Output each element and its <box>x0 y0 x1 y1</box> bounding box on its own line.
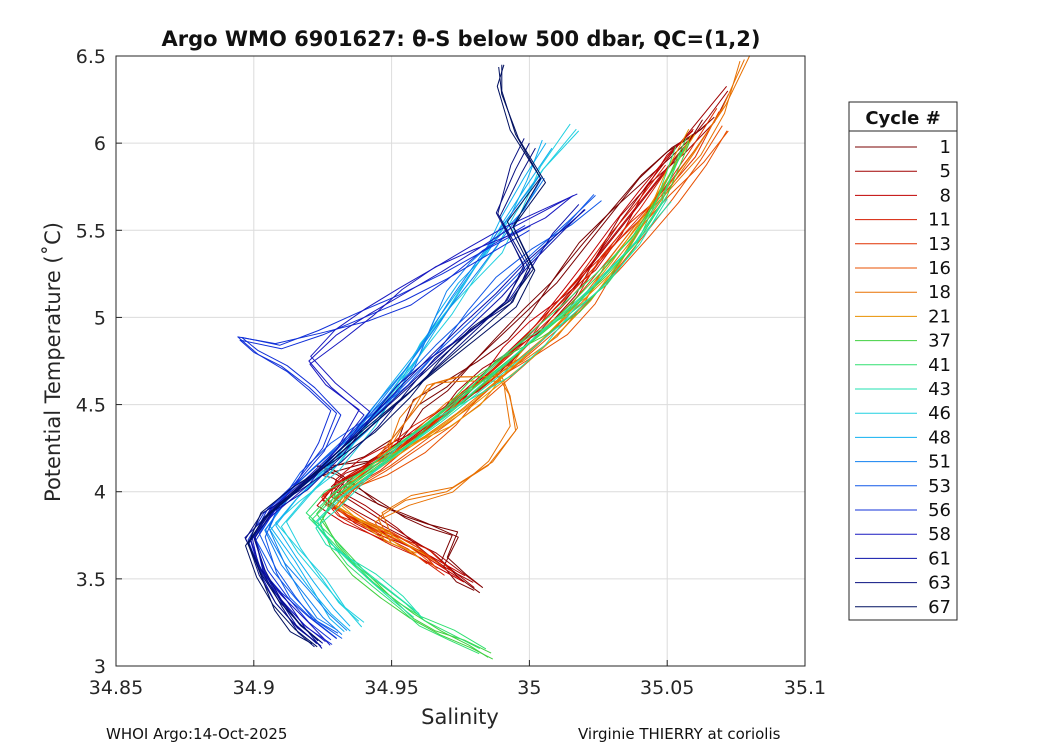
legend-entry: 46 <box>855 403 951 424</box>
series-43 <box>313 196 672 619</box>
series-line-43 <box>317 196 668 618</box>
legend-entry: 58 <box>855 524 951 545</box>
y-tick-label: 5 <box>94 307 106 329</box>
legend-entry: 53 <box>855 476 951 497</box>
series-line-37 <box>316 140 690 654</box>
legend-label: 58 <box>928 524 951 545</box>
x-tick-label: 34.95 <box>364 677 418 699</box>
y-tick-label: 5.5 <box>76 220 106 242</box>
series-line-1 <box>322 121 709 594</box>
series-line-18 <box>377 59 745 545</box>
series-line-41 <box>305 146 677 650</box>
legend-entry: 13 <box>855 234 951 255</box>
legend-label: 18 <box>928 282 951 303</box>
legend-entry: 11 <box>855 210 951 231</box>
legend-label: 16 <box>928 258 951 279</box>
chart-title: Argo WMO 6901627: θ-S below 500 dbar, QC… <box>162 27 761 51</box>
x-axis-label: Salinity <box>421 705 499 729</box>
legend-box <box>848 101 958 621</box>
legend-label: 53 <box>928 476 951 497</box>
legend-label: 46 <box>928 403 951 424</box>
y-axis-label: Potential Temperature (˚C) <box>41 222 65 502</box>
series-67 <box>245 64 546 648</box>
series-line-63 <box>245 138 531 648</box>
footer-credit-right: Virginie THIERRY at coriolis <box>578 725 781 743</box>
legend-label: 61 <box>928 548 951 569</box>
series-line-41 <box>311 147 685 655</box>
legend-label: 63 <box>928 573 951 594</box>
x-tick-label: 35 <box>517 677 541 699</box>
series-line-53 <box>258 195 596 639</box>
x-tick-label: 34.85 <box>89 677 143 699</box>
legend-label: 8 <box>940 185 951 206</box>
series-line-16 <box>341 130 728 563</box>
series-line-53 <box>254 194 595 639</box>
legend-entry: 48 <box>855 427 951 448</box>
legend-entry: 67 <box>855 597 951 618</box>
legend-entry: 43 <box>855 379 951 400</box>
legend-label: 56 <box>928 500 951 521</box>
series-line-61 <box>254 209 586 645</box>
series-line-16 <box>336 125 723 566</box>
series-line-61 <box>244 204 580 649</box>
legend-entry: 18 <box>855 282 951 303</box>
plot-area <box>116 56 805 666</box>
x-tick-label: 34.9 <box>233 677 275 699</box>
legend-label: 5 <box>940 161 951 182</box>
legend-label: 37 <box>928 331 951 352</box>
series-line-67 <box>248 64 542 645</box>
footer-credit-left: WHOI Argo:14-Oct-2025 <box>106 725 288 743</box>
legend-entry: 21 <box>855 306 951 327</box>
x-axis-ticks: 34.85 34.9 34.95 35 35.05 35.1 <box>89 660 826 699</box>
y-axis-ticks: 3 3.5 4 4.5 5 5.5 6 6.5 <box>76 46 122 678</box>
y-tick-label: 6 <box>94 133 106 155</box>
y-tick-label: 3.5 <box>76 569 106 591</box>
legend-label: 41 <box>928 355 951 376</box>
legend-label: 1 <box>940 137 951 158</box>
legend-label: 48 <box>928 427 951 448</box>
legend-entry: 51 <box>855 452 951 473</box>
legend-title: Cycle # <box>865 108 940 129</box>
legend-label: 43 <box>928 379 951 400</box>
legend-label: 13 <box>928 234 951 255</box>
series-53 <box>254 194 602 639</box>
legend-entry: 61 <box>855 548 951 569</box>
legend-label: 11 <box>928 210 951 231</box>
legend-label: 21 <box>928 306 951 327</box>
series-layer <box>237 55 751 660</box>
legend-entry: 56 <box>855 500 951 521</box>
legend-entry: 37 <box>855 331 951 352</box>
series-line-11 <box>327 172 671 573</box>
legend-entry: 1 <box>855 137 951 158</box>
y-tick-label: 4 <box>94 482 106 504</box>
y-tick-label: 4.5 <box>76 395 106 417</box>
series-line-53 <box>264 200 602 634</box>
series-line-21 <box>341 128 690 554</box>
legend: Cycle # 15811131618213741434648515356586… <box>848 101 958 621</box>
plot-frame <box>115 55 806 667</box>
legend-label: 67 <box>928 597 951 618</box>
series-line-58 <box>253 194 574 642</box>
legend-entry: 16 <box>855 258 951 279</box>
series-line-67 <box>247 66 546 643</box>
series-line-63 <box>253 147 536 642</box>
series-line-13 <box>324 111 720 567</box>
y-tick-label: 6.5 <box>76 46 106 68</box>
series-line-43 <box>315 201 672 619</box>
legend-label: 51 <box>928 452 951 473</box>
x-tick-label: 35.05 <box>640 677 694 699</box>
y-tick-label: 3 <box>94 656 106 678</box>
legend-entry: 8 <box>855 185 951 206</box>
legend-entry: 63 <box>855 573 951 594</box>
x-tick-label: 35.1 <box>784 677 826 699</box>
legend-entry: 41 <box>855 355 951 376</box>
legend-entry: 5 <box>855 161 951 182</box>
series-line-56 <box>239 229 530 641</box>
